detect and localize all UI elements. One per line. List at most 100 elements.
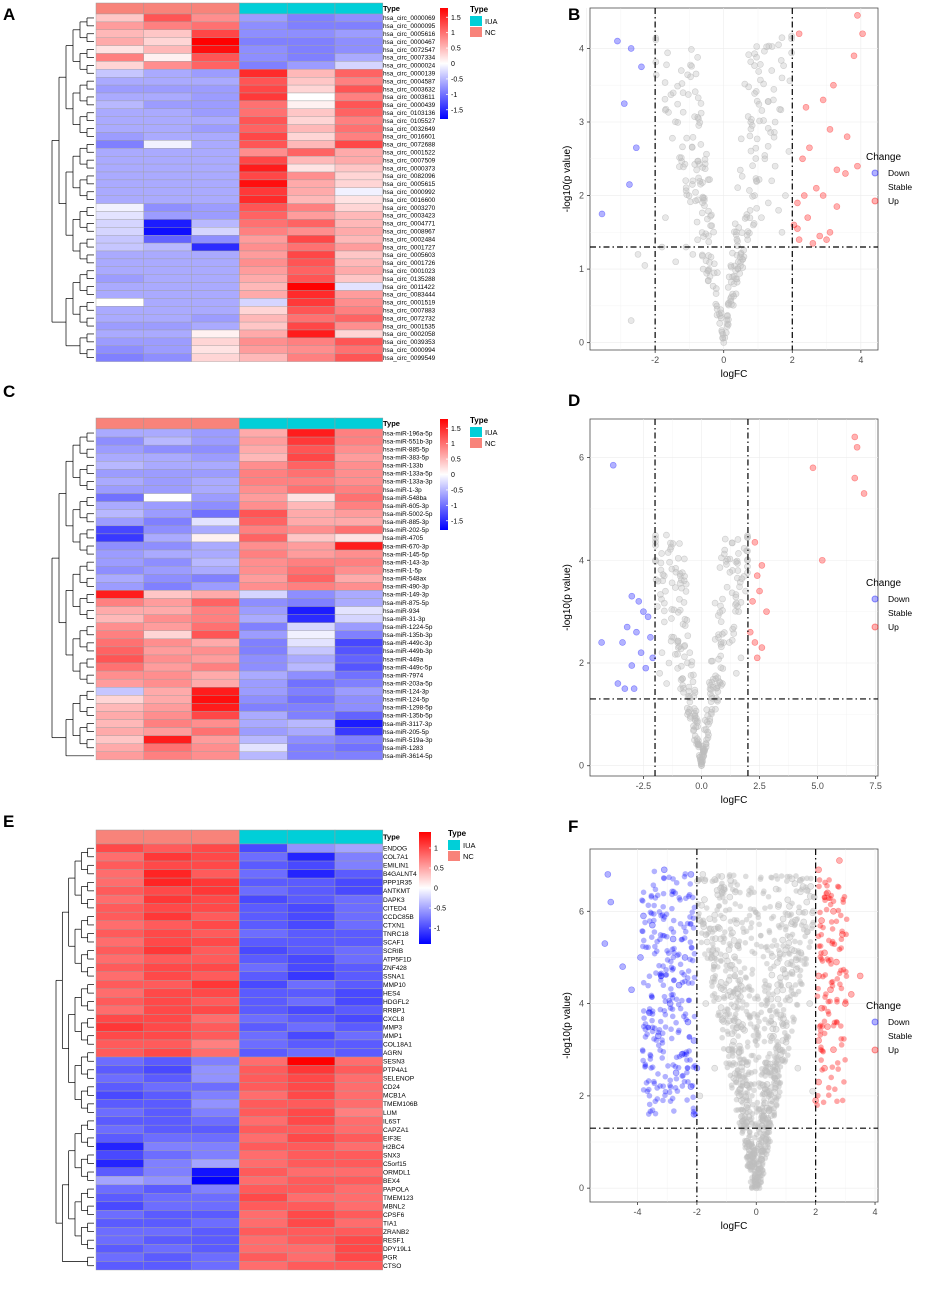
down-point xyxy=(680,1072,686,1079)
heatmap-cell xyxy=(191,29,240,38)
color-scale-bar xyxy=(440,8,448,119)
panel-letter-b: B xyxy=(568,5,580,24)
stable-point xyxy=(713,887,721,894)
heatmap-cell xyxy=(95,1048,144,1058)
stable-point xyxy=(764,199,772,207)
heatmap-cell xyxy=(95,298,144,307)
heatmap-cell xyxy=(239,1124,288,1134)
stable-point xyxy=(690,727,697,734)
row-label: SNX3 xyxy=(383,1152,401,1159)
heatmap-cell xyxy=(143,1056,192,1066)
heatmap-cell xyxy=(287,21,336,30)
heatmap-cell xyxy=(334,1193,383,1203)
down-point xyxy=(642,1063,649,1069)
heatmap-cell xyxy=(239,678,288,688)
heatmap-cell xyxy=(191,45,240,54)
row-label: CTSO xyxy=(383,1263,401,1270)
down-point xyxy=(684,1065,691,1071)
stable-points xyxy=(627,32,795,346)
down-point xyxy=(643,1080,650,1086)
stable-point xyxy=(723,962,730,969)
heatmap-cell xyxy=(239,314,288,323)
up-density xyxy=(814,877,850,1108)
heatmap-cell xyxy=(143,155,192,165)
heatmap-cell xyxy=(143,711,192,720)
heatmap-cell xyxy=(143,258,192,267)
stable-point xyxy=(734,536,742,543)
down-point xyxy=(655,1029,662,1036)
scale-tick-label: -0.5 xyxy=(434,906,446,913)
stable-point xyxy=(694,717,701,725)
stable-point xyxy=(726,973,733,980)
heatmap-cell xyxy=(143,678,192,688)
stable-point xyxy=(699,164,706,171)
heatmap-cell xyxy=(143,163,192,173)
heatmap-cell xyxy=(239,946,288,955)
heatmap-cell xyxy=(191,1031,240,1041)
heatmap-cell xyxy=(95,646,144,656)
row-label: hsa-miR-3614-5p xyxy=(383,753,433,760)
heatmap-cell xyxy=(287,29,336,38)
heatmap-cell xyxy=(95,1159,144,1168)
heatmap-cell xyxy=(239,84,288,94)
stable-point xyxy=(775,1041,781,1048)
stable-point xyxy=(720,890,727,896)
up-point xyxy=(756,587,763,595)
up-point xyxy=(800,192,808,199)
row-label: MMP1 xyxy=(383,1033,402,1040)
heatmap-cell xyxy=(95,1227,144,1237)
heatmap-cell xyxy=(287,557,336,567)
stable-point xyxy=(704,955,711,961)
stable-point xyxy=(747,1116,753,1123)
down-point xyxy=(681,924,687,931)
heatmap-cell xyxy=(239,179,288,188)
heatmap-cell xyxy=(191,242,240,252)
down-point xyxy=(646,1101,653,1108)
heatmap-cell xyxy=(191,743,240,752)
stable-point xyxy=(756,921,763,928)
row-label: hsa-miR-4705 xyxy=(383,535,424,542)
down-point xyxy=(614,37,621,45)
stable-point xyxy=(766,927,772,934)
heatmap-cell xyxy=(191,963,240,973)
stable-point xyxy=(753,204,760,212)
up-point xyxy=(821,1030,828,1037)
stable-point xyxy=(752,1068,758,1075)
down-point xyxy=(662,1011,669,1018)
type-legend-title: Type xyxy=(448,829,467,838)
stable-point xyxy=(726,893,734,901)
stable-point xyxy=(717,951,724,957)
down-point xyxy=(682,928,689,935)
y-tick-label: 6 xyxy=(579,906,584,916)
up-point xyxy=(806,144,813,152)
heatmap-cell xyxy=(334,988,383,998)
stable-point xyxy=(737,1082,744,1089)
stable-point xyxy=(715,655,722,663)
stable-point xyxy=(782,926,789,933)
heatmap-cell xyxy=(191,195,240,204)
stable-point xyxy=(771,1066,777,1072)
down-point xyxy=(655,1071,661,1077)
stable-point xyxy=(688,46,695,53)
heatmap-cell xyxy=(191,1193,240,1203)
up-point xyxy=(820,1048,826,1055)
stable-point xyxy=(736,997,742,1003)
down-point xyxy=(642,919,648,926)
down-point xyxy=(681,1013,687,1020)
heatmap-cell xyxy=(95,614,144,623)
heatmap-cell xyxy=(143,946,192,955)
heatmap-cell xyxy=(191,329,240,339)
heatmap-cell xyxy=(95,860,144,870)
up-point xyxy=(816,232,824,240)
heatmap-cell xyxy=(143,461,192,470)
up-point xyxy=(819,958,826,964)
stable-point xyxy=(775,922,782,929)
heatmap-cell xyxy=(143,1116,192,1126)
stable-point xyxy=(730,989,736,995)
heatmap-cell xyxy=(191,148,240,157)
down-point xyxy=(675,981,683,989)
heatmap-cell xyxy=(95,444,144,454)
stable-point xyxy=(787,961,794,968)
stable-point xyxy=(789,931,796,938)
heatmap-cell xyxy=(287,541,336,551)
